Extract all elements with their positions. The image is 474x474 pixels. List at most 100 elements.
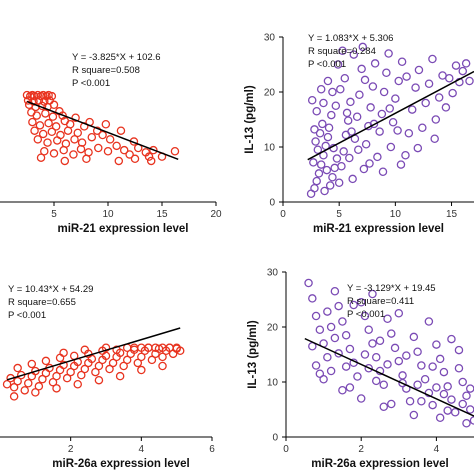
x-tick-label: 0 xyxy=(280,209,286,220)
data-point xyxy=(315,128,325,138)
data-point xyxy=(431,115,441,124)
data-point xyxy=(435,354,445,364)
data-point xyxy=(382,68,391,78)
data-point xyxy=(36,153,46,162)
data-point xyxy=(337,161,346,171)
data-point xyxy=(338,385,347,395)
data-point xyxy=(323,307,332,316)
data-point xyxy=(32,111,41,120)
data-point xyxy=(413,347,422,356)
data-point xyxy=(454,363,464,373)
data-point xyxy=(370,59,380,68)
data-point xyxy=(55,365,65,375)
data-point xyxy=(411,83,420,92)
data-point xyxy=(359,164,369,174)
data-point xyxy=(385,104,394,113)
data-point xyxy=(103,146,113,156)
data-point xyxy=(325,181,335,190)
panel-d-mir26a-il13-scatter: 0 2 4 0 10 20 30 Y = -3.129*X + 19.45 R square=0… xyxy=(247,268,474,470)
data-point xyxy=(447,334,456,344)
data-point xyxy=(310,183,319,193)
data-point xyxy=(393,126,402,135)
x-axis-label: miR-26a expression level xyxy=(52,458,189,470)
data-point xyxy=(312,176,321,186)
data-point xyxy=(94,143,103,153)
data-point xyxy=(13,376,22,386)
data-point xyxy=(421,98,430,108)
data-point xyxy=(115,371,125,381)
data-point xyxy=(114,156,124,166)
data-point xyxy=(116,126,126,135)
data-point xyxy=(353,372,362,381)
data-point xyxy=(330,286,340,296)
data-point xyxy=(391,94,400,103)
data-point xyxy=(430,134,439,143)
data-point xyxy=(62,373,72,383)
data-point xyxy=(328,87,337,97)
x-tick-label: 5 xyxy=(336,209,342,220)
data-point xyxy=(375,336,385,345)
data-point xyxy=(316,85,326,94)
data-point xyxy=(125,150,134,159)
data-point xyxy=(428,54,437,64)
y-tick-label: 30 xyxy=(267,268,279,279)
data-point xyxy=(424,317,434,326)
data-point xyxy=(44,118,53,128)
data-point xyxy=(158,352,167,362)
data-point xyxy=(330,163,339,173)
data-point xyxy=(450,407,460,417)
data-point xyxy=(77,370,86,380)
data-point xyxy=(445,74,454,83)
data-point xyxy=(158,361,167,371)
y-tick-label: 30 xyxy=(264,33,276,44)
data-point xyxy=(304,278,313,288)
data-point xyxy=(349,50,359,59)
data-point xyxy=(432,383,441,392)
data-point xyxy=(379,380,389,389)
data-point xyxy=(366,103,375,112)
data-point xyxy=(443,382,452,391)
data-point xyxy=(13,363,22,373)
data-point xyxy=(33,135,43,144)
y-tick-label: 0 xyxy=(272,433,278,444)
y-tick-label: 10 xyxy=(264,143,276,154)
data-point xyxy=(108,358,118,368)
data-point xyxy=(73,128,83,138)
data-point xyxy=(334,349,343,358)
data-point xyxy=(469,416,474,425)
data-point xyxy=(94,375,104,385)
data-point xyxy=(34,382,44,391)
data-point xyxy=(47,91,57,101)
data-point xyxy=(462,418,471,428)
data-point xyxy=(324,123,334,133)
data-point xyxy=(357,64,366,74)
data-point xyxy=(379,87,389,97)
data-point xyxy=(133,358,143,368)
data-point xyxy=(112,345,121,355)
data-point xyxy=(330,333,340,343)
data-point xyxy=(454,345,464,355)
data-point xyxy=(358,42,368,52)
data-point xyxy=(341,362,351,371)
data-point xyxy=(73,380,82,389)
data-point xyxy=(52,371,61,381)
data-point xyxy=(345,153,354,163)
regression-line xyxy=(6,327,181,381)
data-point xyxy=(147,355,157,365)
data-point xyxy=(322,165,332,175)
data-point xyxy=(397,57,407,67)
data-point xyxy=(383,360,392,369)
x-tick-label: 6 xyxy=(209,444,215,455)
data-point xyxy=(311,137,320,146)
data-point xyxy=(311,361,321,370)
x-tick-label: 0 xyxy=(283,444,289,455)
data-point xyxy=(105,364,114,374)
data-point xyxy=(378,167,388,176)
data-point xyxy=(23,96,33,105)
data-point xyxy=(461,59,471,68)
data-point xyxy=(345,344,355,354)
data-point xyxy=(413,380,422,389)
data-point xyxy=(49,100,59,110)
data-point xyxy=(315,325,325,334)
data-point xyxy=(172,343,181,352)
